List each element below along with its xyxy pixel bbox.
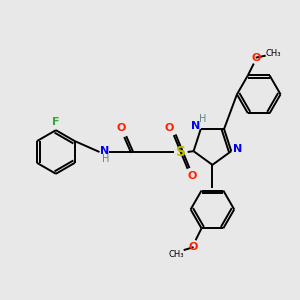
Text: H: H: [199, 114, 206, 124]
Text: N: N: [191, 121, 200, 131]
Text: CH₃: CH₃: [168, 250, 184, 259]
Text: F: F: [52, 117, 60, 127]
Text: O: O: [188, 171, 197, 181]
Text: CH₃: CH₃: [266, 49, 281, 58]
Text: S: S: [176, 145, 186, 159]
Text: H: H: [102, 154, 109, 164]
Text: N: N: [232, 144, 242, 154]
Text: N: N: [100, 146, 109, 156]
Text: O: O: [251, 52, 260, 63]
Text: O: O: [117, 123, 126, 133]
Text: O: O: [189, 242, 198, 252]
Text: O: O: [164, 123, 173, 133]
